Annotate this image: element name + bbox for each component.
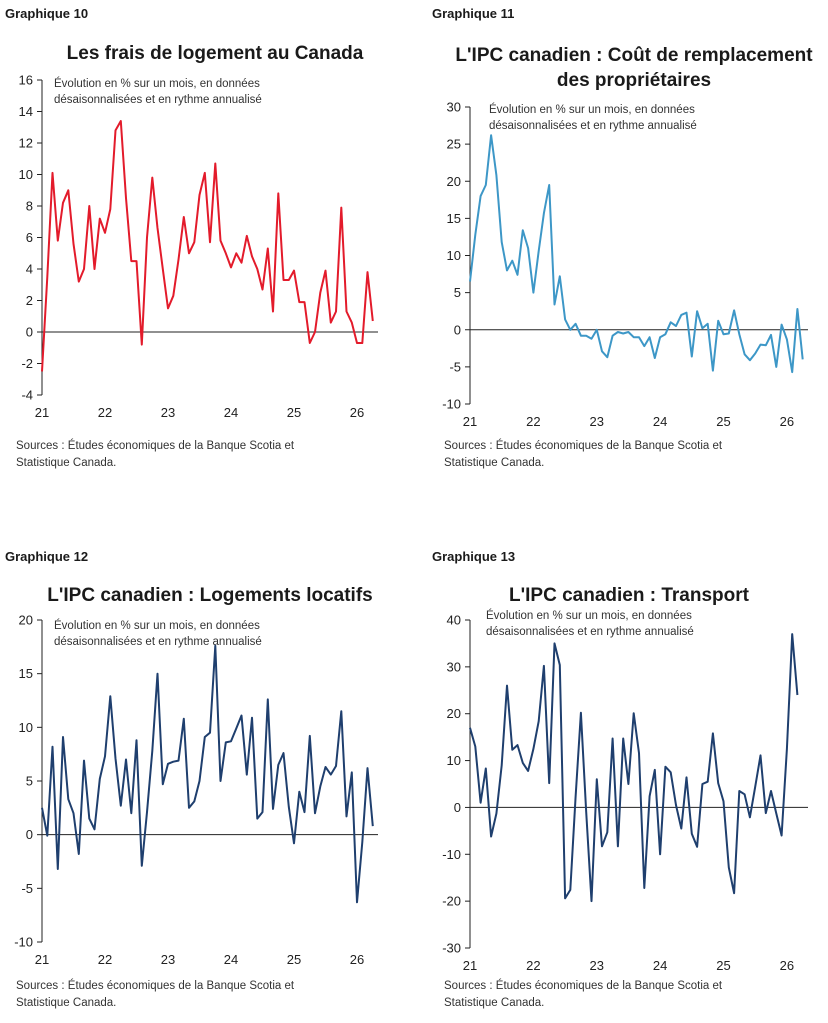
y-tick-label: -30 bbox=[442, 941, 461, 956]
chart-title: Les frais de logement au Canada bbox=[66, 43, 364, 64]
y-tick-label: 15 bbox=[19, 666, 33, 681]
chart-panel-13: Graphique 13 L'IPC canadien : Transport … bbox=[414, 513, 828, 1023]
y-tick-label: 5 bbox=[26, 774, 33, 789]
y-tick-label: -2 bbox=[21, 356, 33, 371]
y-tick-label: 0 bbox=[26, 827, 33, 842]
y-tick-label: 20 bbox=[447, 706, 461, 721]
y-tick-label: 12 bbox=[19, 136, 33, 151]
y-tick-label: -20 bbox=[442, 894, 461, 909]
x-tick-label: 22 bbox=[526, 414, 540, 429]
y-tick-label: 8 bbox=[26, 199, 33, 214]
series-line bbox=[41, 120, 374, 372]
chart-note: Évolution en % sur un mois, en données d… bbox=[54, 78, 262, 106]
x-tick-label: 24 bbox=[224, 405, 238, 420]
x-tick-label: 21 bbox=[463, 958, 477, 973]
x-tick-label: 21 bbox=[463, 414, 477, 429]
y-tick-label: 6 bbox=[26, 230, 33, 245]
x-tick-label: 25 bbox=[287, 405, 301, 420]
line-chart: -30 -20 -10 0 10 20 30 40 21 22 23 24 25 26 bbox=[442, 613, 808, 973]
x-tick-label: 22 bbox=[526, 958, 540, 973]
y-tick-label: -10 bbox=[442, 397, 461, 412]
x-tick-label: 26 bbox=[780, 958, 794, 973]
x-tick-label: 23 bbox=[161, 952, 175, 967]
y-tick-label: -5 bbox=[21, 881, 33, 896]
y-tick-label: 20 bbox=[447, 174, 461, 189]
line-chart: -10 -5 0 5 10 15 20 25 30 21 22 23 24 25 26 bbox=[442, 100, 808, 429]
chart-source: Sources : Études économiques de la Banqu… bbox=[444, 980, 723, 1009]
y-tick-label: 10 bbox=[447, 753, 461, 768]
x-tick-label: 26 bbox=[350, 952, 364, 967]
y-tick-label: 0 bbox=[26, 325, 33, 340]
chart-number: Graphique 10 bbox=[5, 6, 89, 21]
y-tick-label: 25 bbox=[447, 137, 461, 152]
chart-note: Évolution en % sur un mois, en données d… bbox=[54, 620, 262, 648]
y-tick-label: 30 bbox=[447, 100, 461, 115]
x-tick-label: 21 bbox=[35, 952, 49, 967]
chart-panel-12: Graphique 12 L'IPC canadien : Logements … bbox=[0, 513, 414, 1023]
x-tick-label: 26 bbox=[780, 414, 794, 429]
y-tick-label: -4 bbox=[21, 388, 33, 403]
y-tick-label: 30 bbox=[447, 659, 461, 674]
chart-note: Évolution en % sur un mois, en données d… bbox=[486, 610, 694, 638]
x-tick-label: 25 bbox=[287, 952, 301, 967]
x-tick-label: 24 bbox=[224, 952, 238, 967]
y-tick-label: 10 bbox=[19, 720, 33, 735]
chart-number: Graphique 13 bbox=[432, 549, 516, 564]
series-line bbox=[469, 633, 799, 903]
y-tick-label: 2 bbox=[26, 293, 33, 308]
chart-source: Sources : Études économiques de la Banqu… bbox=[16, 980, 295, 1009]
y-tick-label: 15 bbox=[447, 211, 461, 226]
chart-number: Graphique 12 bbox=[5, 549, 89, 564]
y-tick-label: -10 bbox=[14, 935, 33, 950]
line-chart: -10 -5 0 5 10 15 20 21 22 23 24 25 26 bbox=[14, 613, 378, 967]
x-tick-label: 22 bbox=[98, 405, 112, 420]
x-tick-label: 23 bbox=[590, 958, 604, 973]
x-tick-label: 25 bbox=[716, 958, 730, 973]
series-line bbox=[41, 644, 374, 904]
x-tick-label: 26 bbox=[350, 405, 364, 420]
chart-title: L'IPC canadien : Logements locatifs bbox=[47, 585, 373, 606]
y-tick-label: 0 bbox=[454, 322, 461, 337]
x-tick-label: 24 bbox=[653, 958, 667, 973]
y-tick-label: -10 bbox=[442, 847, 461, 862]
chart-number: Graphique 11 bbox=[432, 6, 515, 21]
chart-source: Sources : Études économiques de la Banqu… bbox=[16, 440, 295, 469]
x-tick-label: 24 bbox=[653, 414, 667, 429]
x-tick-label: 25 bbox=[716, 414, 730, 429]
x-tick-label: 23 bbox=[161, 405, 175, 420]
y-tick-label: 20 bbox=[19, 613, 33, 628]
x-tick-label: 21 bbox=[35, 405, 49, 420]
chart-title: L'IPC canadien : Transport bbox=[509, 585, 749, 606]
chart-source: Sources : Études économiques de la Banqu… bbox=[444, 440, 723, 469]
y-tick-label: 40 bbox=[447, 613, 461, 628]
y-tick-label: 14 bbox=[19, 104, 33, 119]
y-tick-label: -5 bbox=[449, 359, 461, 374]
y-tick-label: 10 bbox=[19, 167, 33, 182]
chart-note: Évolution en % sur un mois, en données d… bbox=[489, 104, 697, 132]
series-line bbox=[469, 134, 804, 374]
chart-title: L'IPC canadien : Coût de remplacement de… bbox=[455, 45, 813, 91]
chart-panel-10: Graphique 10 Les frais de logement au Ca… bbox=[0, 0, 414, 510]
y-tick-label: 0 bbox=[454, 800, 461, 815]
y-tick-label: 16 bbox=[19, 73, 33, 88]
x-tick-label: 22 bbox=[98, 952, 112, 967]
y-tick-label: 10 bbox=[447, 248, 461, 263]
y-tick-label: 4 bbox=[26, 262, 33, 277]
x-tick-label: 23 bbox=[590, 414, 604, 429]
chart-panel-11: Graphique 11 L'IPC canadien : Coût de re… bbox=[414, 0, 828, 510]
y-tick-label: 5 bbox=[454, 285, 461, 300]
